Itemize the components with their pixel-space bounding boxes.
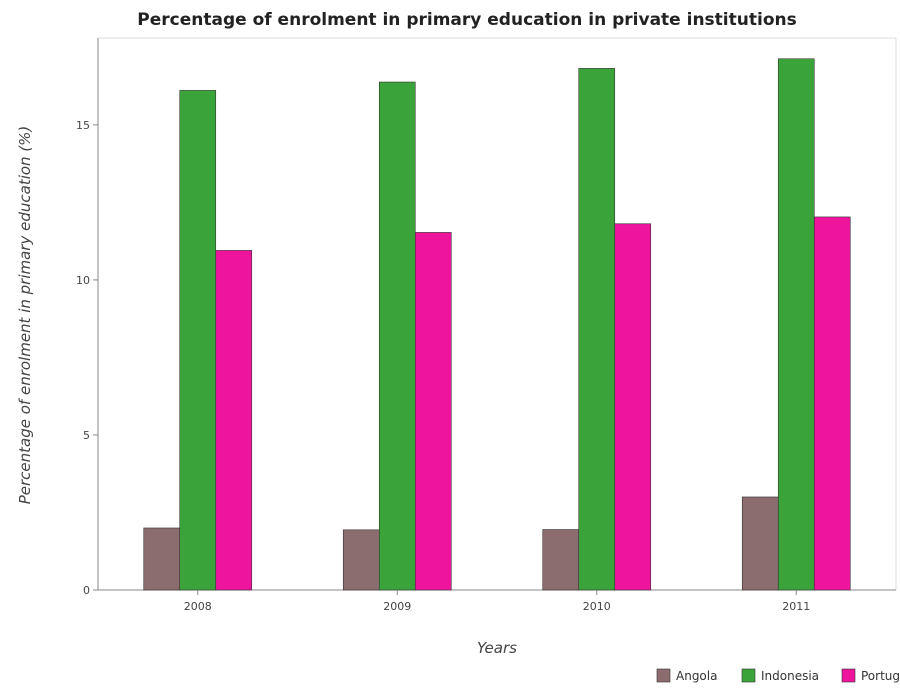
y-tick-label: 15 — [76, 119, 90, 132]
legend-label-angola: Angola — [676, 669, 717, 683]
y-axis: 0 5 10 15 — [76, 38, 99, 597]
x-tick-label: 2008 — [184, 600, 212, 613]
bar-indonesia-2010 — [578, 68, 616, 591]
x-tick-label: 2011 — [782, 600, 810, 613]
y-tick-label: 0 — [83, 584, 90, 597]
x-tick-label: 2010 — [583, 600, 611, 613]
bar-indonesia-2009 — [378, 81, 416, 591]
legend-label-portugal: Portugal — [861, 669, 900, 683]
y-tick-label: 10 — [76, 274, 90, 287]
bar-portugal-2009 — [414, 232, 452, 591]
bar-angola-2009 — [342, 529, 380, 591]
x-tick-label: 2009 — [383, 600, 411, 613]
legend-label-indonesia: Indonesia — [761, 669, 819, 683]
x-axis-label: Years — [477, 639, 517, 657]
legend-swatch-indonesia — [741, 668, 756, 683]
y-axis-label: Percentage of enrolment in primary educa… — [16, 126, 34, 505]
bar-angola-2011 — [741, 496, 779, 591]
plot-area: 0 5 10 15 2008 2009 2010 2011 — [76, 37, 897, 613]
chart-title: Percentage of enrolment in primary educa… — [137, 10, 796, 30]
bar-indonesia-2011 — [777, 58, 815, 591]
legend: Angola Indonesia Portugal — [656, 668, 900, 683]
bar-angola-2010 — [542, 529, 580, 591]
legend-swatch-portugal — [841, 668, 856, 683]
bar-indonesia-2008 — [179, 90, 217, 591]
x-axis: 2008 2009 2010 2011 — [184, 590, 810, 613]
bar-angola-2008 — [143, 527, 181, 591]
y-tick-label: 5 — [83, 429, 90, 442]
bar-portugal-2011 — [813, 216, 851, 591]
bar-portugal-2010 — [614, 223, 652, 591]
bar-portugal-2008 — [215, 250, 253, 591]
bars — [143, 58, 851, 591]
legend-swatch-angola — [656, 668, 671, 683]
